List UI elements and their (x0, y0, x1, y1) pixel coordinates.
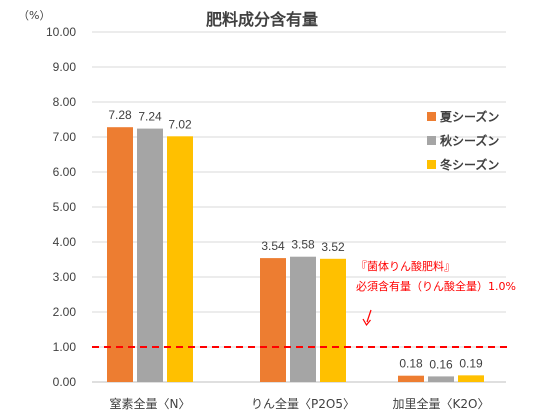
legend-entry-label: 秋シーズン (440, 133, 499, 148)
data-label: 0.18 (399, 357, 423, 371)
y-tick-label: 6.00 (53, 165, 77, 179)
data-label: 7.02 (168, 117, 192, 131)
legend-swatch (427, 136, 436, 145)
data-label: 0.19 (459, 356, 483, 370)
y-tick-label: 7.00 (53, 130, 77, 144)
bar (398, 375, 424, 382)
legend-swatch (427, 160, 436, 169)
bar (137, 128, 163, 382)
x-category-label: りん全量〈P2O5〉 (251, 396, 355, 411)
data-label: 7.28 (108, 108, 132, 122)
bar (458, 375, 484, 382)
bar (260, 258, 286, 382)
data-label: 3.52 (321, 240, 345, 254)
y-tick-label: 9.00 (53, 60, 77, 74)
legend-entry-label: 夏シーズン (440, 109, 499, 124)
annotation-line-1: 『菌体りん酸肥料』 (356, 259, 455, 273)
bars (107, 127, 484, 382)
annotation: 『菌体りん酸肥料』 必須含有量（りん酸全量）1.0% (356, 259, 516, 327)
x-category-label: 加里全量〈K2O〉 (393, 396, 490, 411)
data-label: 7.24 (138, 110, 162, 124)
y-tick-label: 3.00 (53, 270, 77, 284)
bar (320, 258, 346, 382)
data-label: 0.16 (429, 357, 453, 371)
bar (167, 136, 193, 382)
y-axis-unit: （%） (18, 9, 50, 22)
chart-title: 肥料成分含有量 (206, 10, 318, 29)
y-tick-label: 2.00 (53, 305, 77, 319)
y-tick-label: 0.00 (53, 375, 77, 389)
bar (428, 376, 454, 382)
data-label: 3.54 (261, 239, 285, 253)
bar (107, 127, 133, 382)
y-tick-label: 10.00 (46, 25, 76, 39)
annotation-line-2: 必須含有量（りん酸全量）1.0% (356, 279, 516, 293)
legend-entry-label: 冬シーズン (440, 157, 499, 172)
y-tick-label: 8.00 (53, 95, 77, 109)
y-tick-label: 5.00 (53, 200, 77, 214)
annotation-arrow (366, 309, 372, 323)
x-category-label: 窒素全量〈N〉 (110, 396, 191, 411)
x-axis-category-labels: 窒素全量〈N〉 りん全量〈P2O5〉 加里全量〈K2O〉 (110, 396, 490, 411)
annotation-arrowhead (362, 318, 371, 327)
y-axis-tick-labels: 0.00 1.00 2.00 3.00 4.00 5.00 6.00 7.00 8.00 9.00… (46, 25, 76, 389)
legend-swatch (427, 112, 436, 121)
data-label: 3.58 (291, 238, 315, 252)
data-labels: 7.28 7.24 7.02 3.54 3.58 3.52 0.18 0.16 0.19 (108, 108, 483, 371)
bar (290, 256, 316, 382)
y-tick-label: 4.00 (53, 235, 77, 249)
y-tick-label: 1.00 (53, 340, 77, 354)
